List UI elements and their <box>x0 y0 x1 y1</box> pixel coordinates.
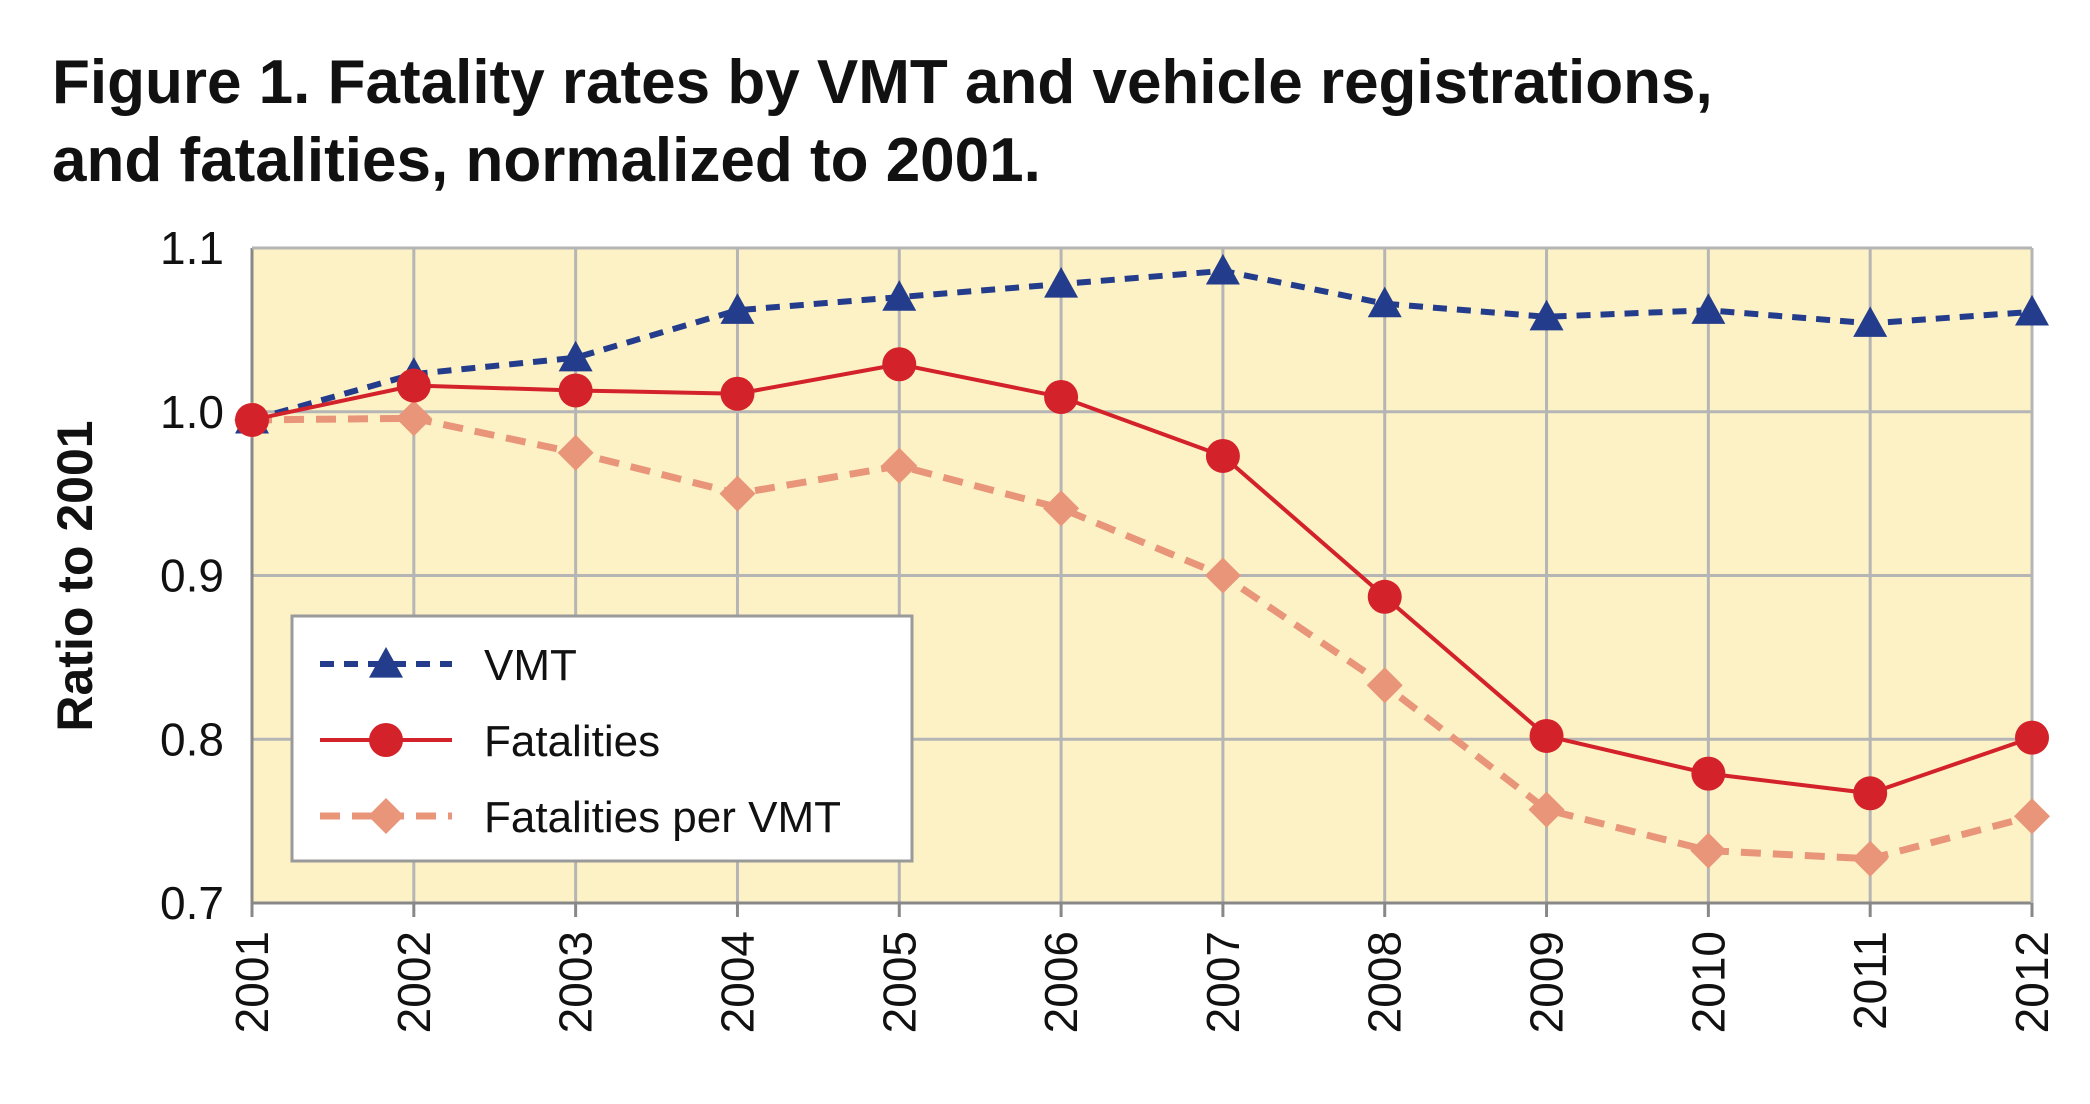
data-point-fatalities <box>2015 720 2049 755</box>
data-point-fatalities <box>1853 776 1888 811</box>
y-tick-label: 0.7 <box>160 877 224 929</box>
data-point-fatalities <box>882 347 917 382</box>
data-point-fatalities <box>1367 579 1402 614</box>
data-point-fatalities-per-vmt <box>557 434 594 471</box>
data-point-vmt <box>720 293 755 324</box>
data-point-fatalities-per-vmt <box>1690 832 1727 869</box>
x-tick-label: 2004 <box>711 931 763 1033</box>
data-point-fatalities-per-vmt <box>2014 798 2050 835</box>
data-point-fatalities-per-vmt <box>1528 791 1565 828</box>
y-axis-label: Ratio to 2001 <box>47 420 103 731</box>
legend-marker <box>368 798 404 834</box>
data-point-vmt <box>882 280 917 311</box>
y-tick-label: 1.0 <box>160 386 224 438</box>
x-tick-label: 2012 <box>2006 931 2058 1033</box>
data-point-vmt <box>1044 267 1079 298</box>
data-point-vmt <box>558 340 593 372</box>
data-point-fatalities <box>1691 756 1726 791</box>
data-point-fatalities-per-vmt <box>1043 490 1080 527</box>
legend-label: Fatalities <box>484 717 660 766</box>
legend-item-fatalities: Fatalities <box>320 717 660 766</box>
x-tick-label: 2011 <box>1844 931 1896 1030</box>
data-point-vmt <box>1853 306 1888 337</box>
x-tick-label: 2010 <box>1682 931 1734 1033</box>
data-point-vmt <box>1367 286 1402 318</box>
x-tick-label: 2006 <box>1035 931 1087 1033</box>
data-point-fatalities <box>1044 380 1079 415</box>
x-tick-label: 2007 <box>1197 931 1249 1033</box>
data-point-fatalities <box>396 368 431 403</box>
data-point-fatalities-per-vmt <box>395 400 432 437</box>
data-point-vmt <box>1529 299 1564 331</box>
series-fatalities-per-vmt <box>234 400 2050 877</box>
y-tick-label: 0.8 <box>160 713 224 765</box>
data-point-fatalities <box>1529 718 1564 753</box>
data-point-fatalities <box>558 373 593 408</box>
x-tick-label: 2001 <box>226 931 278 1033</box>
data-point-fatalities-per-vmt <box>1204 557 1241 594</box>
series-fatalities <box>235 347 2049 811</box>
data-point-vmt <box>2015 294 2049 326</box>
data-point-fatalities-per-vmt <box>1852 840 1889 877</box>
series-line-fatalities <box>251 362 2033 796</box>
data-point-fatalities-per-vmt <box>881 447 918 484</box>
x-tick-label: 2008 <box>1359 931 1411 1033</box>
y-tick-label: 1.1 <box>160 222 224 274</box>
chart-title-line-1: Figure 1. Fatality rates by VMT and vehi… <box>52 48 1713 117</box>
data-point-vmt <box>1691 293 1726 324</box>
legend-item-fatalities-per-vmt: Fatalities per VMT <box>320 793 841 842</box>
legend-marker <box>369 647 403 678</box>
legend-item-vmt: VMT <box>320 641 577 690</box>
series-line-fatalities-per-vmt <box>251 414 2033 863</box>
x-tick-label: 2002 <box>388 931 440 1033</box>
x-tick-label: 2009 <box>1521 931 1573 1033</box>
data-point-fatalities-per-vmt <box>719 475 756 512</box>
chart-title: Figure 1. Fatality rates by VMT and vehi… <box>52 44 1952 200</box>
legend-marker <box>369 723 403 757</box>
chart-title-line-2: and fatalities, normalized to 2001. <box>52 126 1041 195</box>
x-tick-label: 2005 <box>873 931 925 1033</box>
data-point-fatalities <box>1205 438 1240 473</box>
legend-label: VMT <box>484 641 577 690</box>
legend-label: Fatalities per VMT <box>484 793 841 842</box>
data-point-fatalities-per-vmt <box>1366 667 1403 704</box>
data-point-fatalities <box>720 376 755 411</box>
y-tick-label: 0.9 <box>160 550 224 602</box>
x-tick-label: 2003 <box>550 931 602 1033</box>
data-point-vmt <box>1205 253 1240 285</box>
data-point-fatalities <box>235 402 269 437</box>
